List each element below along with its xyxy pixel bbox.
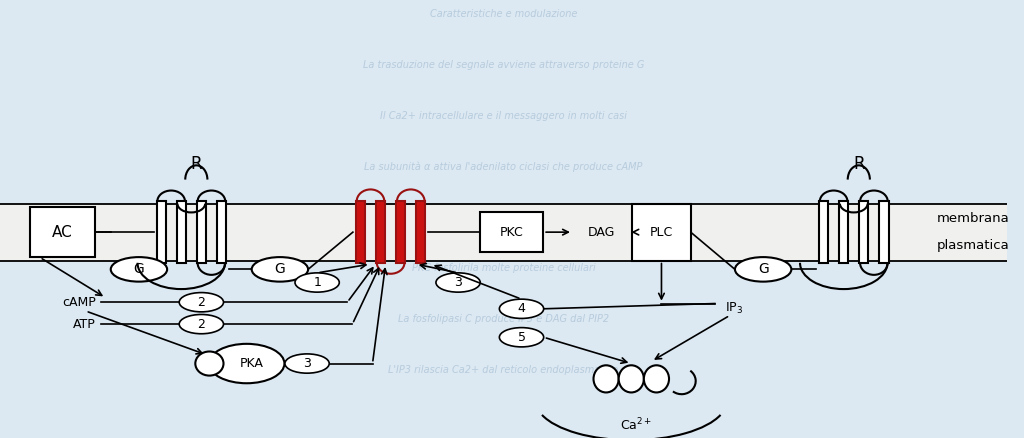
Text: DAG: DAG: [588, 226, 614, 239]
Text: La subunità α attiva l'adenilato ciclasi che produce cAMP: La subunità α attiva l'adenilato ciclasi…: [365, 162, 643, 172]
Text: Ca$^{2+}$: Ca$^{2+}$: [621, 417, 652, 433]
Text: R: R: [190, 155, 202, 173]
Circle shape: [295, 273, 339, 292]
Text: AC: AC: [52, 225, 73, 240]
Text: 1: 1: [313, 276, 322, 289]
Circle shape: [111, 257, 167, 282]
Bar: [30, 207, 95, 258]
Bar: [819, 201, 828, 263]
Bar: [479, 212, 543, 252]
Bar: [217, 201, 226, 263]
Text: G: G: [758, 262, 769, 276]
Circle shape: [735, 257, 792, 282]
Bar: [356, 201, 365, 263]
Bar: [632, 204, 690, 261]
Bar: [859, 201, 868, 263]
Text: G: G: [274, 262, 286, 276]
Text: La fosfolipasi C produce IP3 e DAG dal PIP2: La fosfolipasi C produce IP3 e DAG dal P…: [398, 314, 609, 324]
Text: Il Ca2+ intracellulare e il messaggero in molti casi: Il Ca2+ intracellulare e il messaggero i…: [380, 111, 627, 120]
Circle shape: [500, 328, 544, 347]
Ellipse shape: [209, 344, 285, 383]
Circle shape: [179, 314, 223, 334]
Text: PLC: PLC: [650, 226, 673, 239]
Text: Caratteristiche e modulazione: Caratteristiche e modulazione: [430, 9, 578, 19]
Bar: [177, 201, 185, 263]
Bar: [417, 201, 425, 263]
Ellipse shape: [196, 351, 223, 375]
Bar: [880, 201, 889, 263]
Circle shape: [179, 293, 223, 312]
Ellipse shape: [618, 365, 644, 392]
Text: R: R: [853, 155, 864, 173]
Text: 3: 3: [303, 357, 311, 370]
Circle shape: [436, 273, 480, 292]
Text: 3: 3: [455, 276, 462, 289]
Bar: [376, 201, 385, 263]
Ellipse shape: [594, 365, 618, 392]
Bar: [840, 201, 848, 263]
Text: La trasduzione del segnale avviene attraverso proteine G: La trasduzione del segnale avviene attra…: [362, 60, 644, 70]
Ellipse shape: [644, 365, 669, 392]
Text: cAMP: cAMP: [61, 296, 95, 309]
Circle shape: [252, 257, 308, 282]
Circle shape: [500, 299, 544, 318]
Text: PKC: PKC: [500, 226, 523, 239]
Text: plasmatica: plasmatica: [936, 239, 1009, 252]
Text: Il cAMP attiva la protein chinasi A (PKA): Il cAMP attiva la protein chinasi A (PKA…: [407, 212, 600, 223]
Text: ATP: ATP: [73, 318, 95, 331]
Bar: [396, 201, 406, 263]
Circle shape: [285, 354, 330, 373]
Text: G: G: [133, 262, 144, 276]
Text: L'IP3 rilascia Ca2+ dal reticolo endoplasmatico: L'IP3 rilascia Ca2+ dal reticolo endopla…: [388, 365, 618, 375]
Text: 2: 2: [198, 318, 205, 331]
Text: 2: 2: [198, 296, 205, 309]
Bar: [197, 201, 206, 263]
Text: 4: 4: [517, 302, 525, 315]
Bar: [157, 201, 166, 263]
Text: IP$_3$: IP$_3$: [725, 301, 743, 316]
Text: PKA: PKA: [240, 357, 263, 370]
Text: PKC fosfolirila molte proteine cellulari: PKC fosfolirila molte proteine cellulari: [412, 263, 595, 273]
Text: 5: 5: [517, 331, 525, 344]
Bar: [0, 204, 1007, 261]
Text: membrana: membrana: [936, 212, 1009, 226]
